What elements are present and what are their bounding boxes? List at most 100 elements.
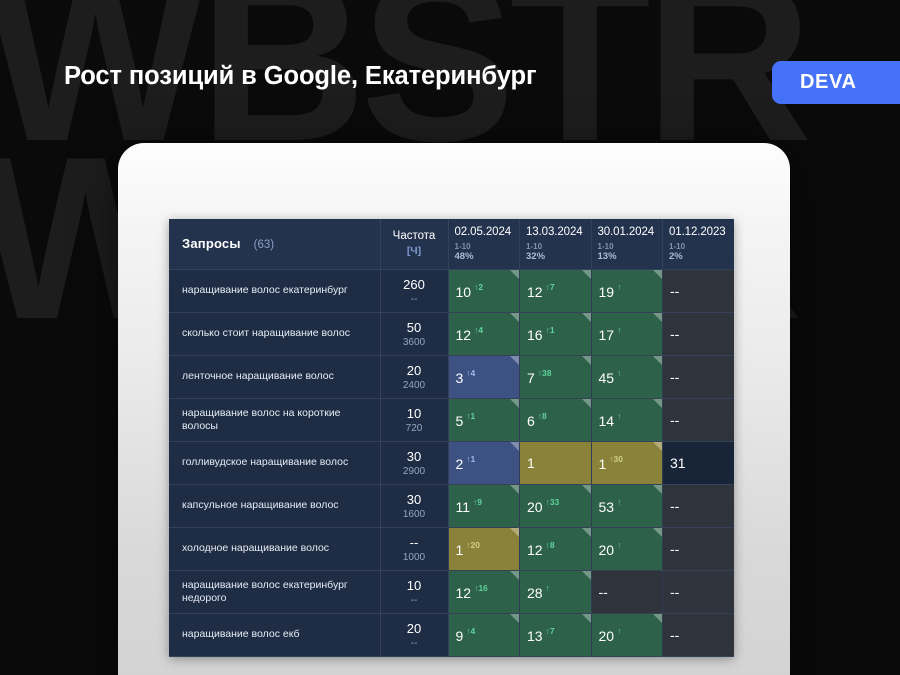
position-value: 53 (598, 498, 615, 515)
queries-count: (63) (253, 239, 275, 252)
position-cell[interactable]: -- (662, 355, 734, 399)
table-row[interactable]: ленточное наращивание волос 20 2400 3 ↑4 7 ↑38… (169, 355, 734, 399)
query-cell[interactable]: голливудское наращивание волос (169, 441, 381, 485)
position-value: 12 (527, 541, 543, 558)
position-cell[interactable]: -- (662, 269, 734, 313)
position-cell[interactable]: 1 (519, 441, 592, 485)
position-delta: ↑4 (466, 625, 476, 636)
position-cell[interactable]: 12 ↑16 (448, 570, 520, 614)
column-header-frequency[interactable]: Частота [Ч] (380, 219, 449, 270)
position-cell[interactable]: 10 ↑2 (448, 269, 520, 313)
column-header-date-1[interactable]: 13.03.2024 1-10 32% (519, 219, 592, 270)
position-cell[interactable]: 16 ↑1 (519, 312, 592, 356)
position-cell[interactable]: -- (662, 398, 734, 442)
position-cell[interactable]: -- (662, 484, 734, 528)
position-value: 1 (455, 541, 464, 558)
column-header-date-2[interactable]: 30.01.2024 1-10 13% (591, 219, 663, 270)
cell-corner-marker-icon (581, 570, 591, 580)
position-cell[interactable]: 20 ↑ (591, 613, 663, 657)
query-cell[interactable]: наращивание волос на короткие волосы (169, 398, 381, 442)
frequency-subvalue: -- (410, 637, 418, 649)
column-header-date-3[interactable]: 01.12.2023 1-10 2% (662, 219, 734, 270)
brand-badge[interactable]: DEVA (772, 61, 900, 104)
cell-corner-marker-icon (653, 613, 662, 623)
position-cell[interactable]: 12 ↑7 (519, 269, 592, 313)
position-cell[interactable]: 6 ↑8 (519, 398, 592, 442)
table-row[interactable]: холодное наращивание волос -- 1000 1 ↑20 12 ↑8… (169, 527, 734, 571)
date-range: 1-10 (454, 241, 471, 251)
frequency-value: 30 (406, 448, 422, 464)
date-percent: 32% (526, 250, 546, 262)
date-range: 1-10 (526, 241, 543, 251)
position-value: 3 (455, 369, 464, 386)
position-cell[interactable]: -- (662, 570, 734, 614)
page-title: Рост позиций в Google, Екатеринбург (64, 62, 537, 90)
position-cell[interactable]: 12 ↑4 (448, 312, 520, 356)
query-cell[interactable]: наращивание волос екатеринбург (169, 269, 381, 313)
frequency-subvalue: 1000 (402, 551, 426, 563)
position-cell[interactable]: -- (662, 312, 734, 356)
table-row[interactable]: наращивание волос екатеринбург недорого 1… (169, 570, 734, 614)
position-cell[interactable]: -- (662, 613, 734, 657)
position-cell[interactable]: 17 ↑ (591, 312, 663, 356)
position-cell[interactable]: -- (591, 570, 663, 614)
position-delta: ↑ (617, 539, 622, 550)
position-cell[interactable]: 1 ↑30 (591, 441, 663, 485)
frequency-cell: 50 3600 (380, 312, 449, 356)
table-row[interactable]: сколько стоит наращивание волос 50 3600 12 ↑… (169, 312, 734, 356)
position-value: 45 (598, 369, 615, 386)
query-cell[interactable]: ленточное наращивание волос (169, 355, 381, 399)
position-cell[interactable]: 53 ↑ (591, 484, 663, 528)
frequency-subvalue: -- (410, 293, 418, 305)
position-delta: ↑ (617, 367, 622, 378)
table-row[interactable]: капсульное наращивание волос 30 1600 11 ↑9 20… (169, 484, 734, 528)
table-row[interactable]: наращивание волос екб 20 -- 9 ↑4 13 ↑7 20 ↑ -- (169, 613, 734, 657)
position-value: 16 (527, 326, 543, 343)
table-row[interactable]: наращивание волос екатеринбург 260 -- 10 ↑2 1… (169, 269, 734, 313)
position-value: 5 (455, 412, 464, 429)
cell-corner-marker-icon (653, 527, 662, 537)
frequency-value: 20 (406, 362, 422, 378)
cell-corner-marker-icon (581, 312, 591, 322)
query-cell[interactable]: наращивание волос екб (169, 613, 381, 657)
position-cell[interactable]: 9 ↑4 (448, 613, 520, 657)
position-cell[interactable]: 28 ↑ (519, 570, 592, 614)
frequency-cell: 260 -- (380, 269, 449, 313)
cell-corner-marker-icon (510, 398, 519, 408)
position-delta: ↑8 (545, 539, 555, 550)
position-cell[interactable]: 1 ↑20 (448, 527, 520, 571)
position-delta: ↑ (617, 281, 622, 292)
frequency-cell: 10 720 (380, 398, 449, 442)
table-row[interactable]: наращивание волос на короткие волосы 10 72… (169, 398, 734, 442)
position-cell[interactable]: 14 ↑ (591, 398, 663, 442)
cell-corner-marker-icon (510, 484, 519, 494)
position-cell[interactable]: 20 ↑33 (519, 484, 592, 528)
position-cell[interactable]: 11 ↑9 (448, 484, 520, 528)
position-cell[interactable]: 13 ↑7 (519, 613, 592, 657)
position-cell[interactable]: 5 ↑1 (448, 398, 520, 442)
position-cell[interactable]: 31 (662, 441, 734, 485)
position-cell[interactable]: 7 ↑38 (519, 355, 592, 399)
table-row[interactable]: голливудское наращивание волос 30 2900 2 ↑1 1… (169, 441, 734, 485)
position-cell[interactable]: -- (662, 527, 734, 571)
column-header-date-0[interactable]: 02.05.2024 1-10 48% (448, 219, 520, 270)
query-cell[interactable]: холодное наращивание волос (169, 527, 381, 571)
date-label: 30.01.2024 (597, 225, 655, 238)
position-cell[interactable]: 45 ↑ (591, 355, 663, 399)
position-cell[interactable]: 12 ↑8 (519, 527, 592, 571)
position-delta: ↑30 (609, 453, 624, 464)
position-delta: ↑16 (474, 582, 488, 593)
position-cell[interactable]: 2 ↑1 (448, 441, 520, 485)
position-cell[interactable]: 3 ↑4 (448, 355, 520, 399)
position-value: 14 (598, 412, 615, 429)
query-cell[interactable]: капсульное наращивание волос (169, 484, 381, 528)
frequency-value: 10 (406, 405, 422, 421)
query-cell[interactable]: сколько стоит наращивание волос (169, 312, 381, 356)
column-header-queries[interactable]: Запросы (63) (169, 219, 381, 270)
query-cell[interactable]: наращивание волос екатеринбург недорого (169, 570, 381, 614)
position-delta: ↑20 (466, 539, 481, 550)
position-delta: ↑7 (545, 281, 555, 292)
position-cell[interactable]: 20 ↑ (591, 527, 663, 571)
position-cell[interactable]: 19 ↑ (591, 269, 663, 313)
cell-corner-marker-icon (581, 484, 591, 494)
